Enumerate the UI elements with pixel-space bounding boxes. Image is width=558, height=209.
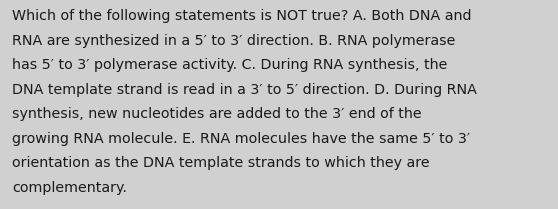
Text: orientation as the DNA template strands to which they are: orientation as the DNA template strands … xyxy=(12,156,430,170)
Text: complementary.: complementary. xyxy=(12,181,127,195)
Text: growing RNA molecule. E. RNA molecules have the same 5′ to 3′: growing RNA molecule. E. RNA molecules h… xyxy=(12,132,470,146)
Text: has 5′ to 3′ polymerase activity. C. During RNA synthesis, the: has 5′ to 3′ polymerase activity. C. Dur… xyxy=(12,58,448,72)
Text: Which of the following statements is NOT true? A. Both DNA and: Which of the following statements is NOT… xyxy=(12,9,472,23)
Text: DNA template strand is read in a 3′ to 5′ direction. D. During RNA: DNA template strand is read in a 3′ to 5… xyxy=(12,83,477,97)
Text: RNA are synthesized in a 5′ to 3′ direction. B. RNA polymerase: RNA are synthesized in a 5′ to 3′ direct… xyxy=(12,34,456,48)
Text: synthesis, new nucleotides are added to the 3′ end of the: synthesis, new nucleotides are added to … xyxy=(12,107,422,121)
